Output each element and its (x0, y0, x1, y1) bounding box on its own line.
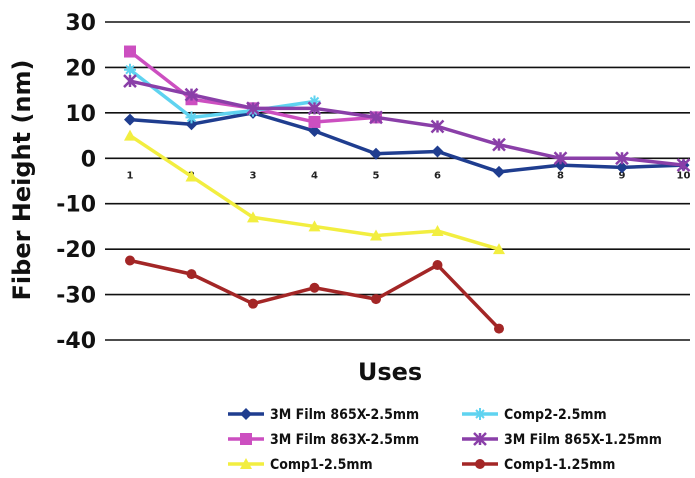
data-point-star (474, 408, 486, 420)
legend-item: 3M Film 865X-2.5mm (228, 407, 419, 423)
series-line (128, 68, 315, 120)
data-point-diamond (124, 113, 136, 126)
data-point-circle (432, 260, 443, 271)
data-point-star (124, 63, 136, 76)
y-tick-label: 10 (65, 102, 96, 127)
data-point-star (185, 111, 198, 124)
data-point-diamond (308, 125, 321, 138)
data-point-triangle (308, 220, 321, 232)
data-point-x (369, 110, 383, 125)
data-point-x (246, 101, 260, 116)
data-point-diamond (240, 408, 252, 420)
x-tick-label: 6 (434, 170, 441, 181)
x-tick-label: 9 (619, 170, 626, 181)
x-axis-title: Uses (358, 358, 422, 386)
series-1 (124, 106, 690, 178)
legend-item: 3M Film 863X-2.5mm (228, 432, 419, 448)
data-point-star (308, 95, 321, 108)
x-tick-label: 8 (557, 170, 564, 181)
data-point-triangle (370, 229, 382, 241)
data-point-x (430, 119, 445, 134)
y-tick-label: -30 (56, 284, 96, 309)
data-point-circle (309, 282, 320, 293)
legend-item: 3M Film 865X-1.25mm (462, 432, 662, 448)
data-point-triangle (247, 211, 259, 223)
legend-label: Comp1-2.5mm (270, 457, 373, 473)
legend-label: 3M Film 863X-2.5mm (270, 432, 419, 448)
x-tick-label: 4 (311, 170, 318, 181)
series-5 (123, 74, 691, 172)
legend-item: Comp1-1.25mm (462, 457, 615, 473)
data-point-square (308, 115, 321, 128)
legend-item: Comp1-2.5mm (228, 457, 373, 473)
legend-label: 3M Film 865X-1.25mm (504, 432, 662, 448)
legend-label: 3M Film 865X-2.5mm (270, 407, 419, 423)
data-point-circle (494, 323, 504, 334)
data-point-diamond (431, 145, 444, 158)
legend-label: Comp1-1.25mm (504, 457, 615, 473)
x-tick-label: 1 (127, 170, 134, 181)
series-4 (124, 63, 321, 124)
series-line (129, 111, 684, 174)
data-point-x (492, 137, 506, 152)
data-point-triangle (493, 243, 505, 255)
x-tick-label: 3 (250, 170, 257, 181)
series-6 (125, 255, 504, 334)
y-axis-title: Fiber Height (nm) (8, 60, 36, 301)
data-point-x (307, 101, 322, 116)
y-tick-label: 20 (65, 56, 96, 81)
data-point-triangle (240, 458, 252, 469)
data-point-diamond (493, 165, 505, 178)
y-axis-ticks: 30 20 10 0 -10 -20 -30 -40 (56, 11, 96, 354)
data-point-circle (248, 298, 258, 309)
legend: 3M Film 865X-2.5mm Comp2-2.5mm 3M Film 863… (228, 407, 662, 473)
data-point-circle (186, 269, 197, 280)
data-point-diamond (370, 147, 382, 160)
data-point-circle (475, 459, 485, 469)
x-axis-ticks: 1234568910 (127, 170, 691, 181)
series-lines (123, 45, 691, 334)
series-line (129, 79, 684, 167)
y-tick-label: -40 (56, 329, 96, 354)
data-point-square (240, 433, 252, 445)
y-tick-label: 0 (81, 147, 96, 172)
y-tick-label: -20 (56, 238, 96, 263)
legend-item: Comp2-2.5mm (462, 407, 607, 423)
data-point-circle (371, 294, 381, 305)
data-point-x (123, 74, 137, 88)
data-point-triangle (124, 129, 136, 141)
data-point-diamond (616, 161, 628, 174)
data-point-x (473, 432, 487, 446)
data-point-triangle (185, 170, 198, 182)
data-point-x (184, 87, 199, 102)
series-3 (124, 129, 505, 255)
y-tick-label: -10 (56, 193, 96, 218)
data-point-x (676, 158, 691, 172)
data-point-x (553, 151, 568, 166)
x-tick-label: 10 (677, 170, 691, 181)
data-point-triangle (431, 224, 444, 236)
legend-label: Comp2-2.5mm (504, 407, 607, 423)
data-point-circle (125, 255, 135, 266)
grid-lines (105, 21, 690, 341)
x-tick-label: 5 (373, 170, 380, 181)
data-point-square (124, 45, 136, 58)
data-point-x (615, 151, 629, 166)
y-tick-label: 30 (65, 11, 96, 36)
